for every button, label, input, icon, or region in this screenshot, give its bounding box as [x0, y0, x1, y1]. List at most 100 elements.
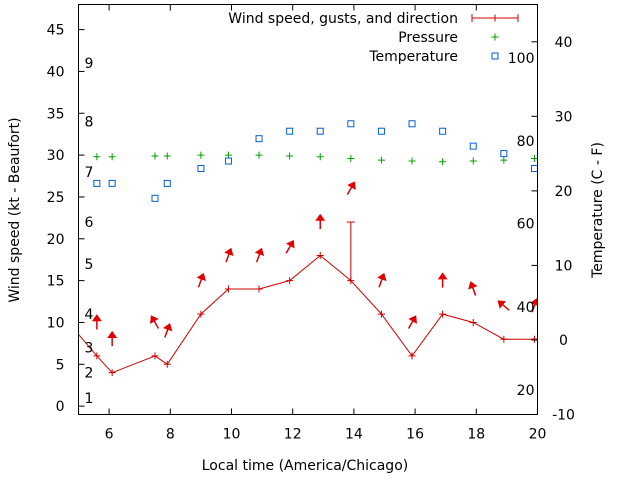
legend-label: Pressure — [398, 30, 458, 46]
y-right-tick-label: 10 — [555, 258, 573, 274]
wind-direction-arrow — [285, 239, 295, 254]
series-group — [78, 120, 538, 377]
legend-label: Temperature — [368, 49, 458, 65]
temperature-point — [163, 179, 171, 187]
pressure-point — [197, 151, 205, 159]
pressure-point — [347, 154, 355, 162]
temperature-point — [439, 127, 447, 135]
beaufort-label: 2 — [85, 366, 94, 382]
wind-speed-point — [469, 318, 477, 326]
temperature-point — [151, 194, 159, 202]
y-left-tick-label: 45 — [47, 23, 65, 39]
wind-speed-point — [163, 360, 171, 368]
pressure-point — [286, 152, 294, 160]
wind-speed-point — [151, 352, 159, 360]
arrow-head — [150, 315, 159, 324]
y-right-tick-label: 40 — [555, 35, 573, 51]
wind-direction-arrow — [150, 315, 160, 329]
wind-direction-arrow — [91, 314, 102, 330]
y-left-tick-label: 15 — [47, 274, 65, 290]
beaufort-label: 6 — [85, 215, 94, 231]
pressure-point — [316, 153, 324, 161]
pressure-point — [530, 154, 538, 162]
wind-speed-point — [93, 352, 101, 360]
x-tick-label: 12 — [284, 427, 302, 443]
beaufort-label: 8 — [85, 115, 94, 131]
arrow-head — [196, 272, 206, 282]
temperature-point — [224, 157, 232, 165]
y-right-tick-label: -10 — [552, 408, 575, 424]
y-left-tick-label: 25 — [47, 190, 65, 206]
x-tick-label: 14 — [345, 427, 363, 443]
wind-direction-arrow — [107, 330, 118, 347]
y-axis-left-label: Wind speed (kt - Beaufort) — [7, 117, 23, 302]
wind-speed-point — [224, 285, 232, 293]
pressure-point — [255, 151, 263, 159]
beaufort-label: 1 — [85, 391, 94, 407]
temperature-point — [469, 142, 477, 150]
fahrenheit-label: 40 — [517, 300, 535, 316]
x-tick-label: 10 — [223, 427, 241, 443]
wind-speed-point — [377, 310, 385, 318]
temperature-point — [316, 127, 324, 135]
wind-direction-arrow — [468, 281, 478, 296]
y-right-tick-label: 20 — [555, 184, 573, 200]
temperature-point — [500, 150, 508, 158]
y-right-tick-label: 30 — [555, 109, 573, 125]
wind-direction-arrow — [377, 272, 387, 288]
beaufort-label: 4 — [85, 307, 94, 323]
arrow-head — [254, 247, 265, 257]
pressure-point — [224, 151, 232, 159]
pressure-point — [163, 152, 171, 160]
pressure-point — [108, 153, 116, 161]
legend-pressure-marker — [491, 33, 499, 41]
wind-direction-arrow — [407, 315, 417, 329]
wind-speed-line — [78, 254, 538, 374]
pressure-point — [151, 152, 159, 160]
wind-direction-arrow — [530, 297, 538, 313]
pressure-point — [469, 157, 477, 165]
plot-frame — [78, 4, 538, 415]
arrow-head — [497, 300, 507, 309]
arrow-head — [468, 281, 478, 290]
wind-speed-point — [439, 310, 447, 318]
beaufort-label: 7 — [85, 165, 94, 181]
temperature-point — [408, 120, 416, 128]
arrow-head — [315, 213, 326, 221]
fahrenheit-label: 80 — [517, 134, 535, 150]
x-axis-label: Local time (America/Chicago) — [202, 458, 408, 474]
wind-speed-point — [286, 277, 294, 285]
wind-direction-arrow — [254, 247, 265, 263]
arrow-head — [285, 239, 295, 249]
arrow-head — [163, 323, 173, 332]
beaufort-label: 5 — [85, 257, 94, 273]
wind-speed-point — [108, 369, 116, 377]
pressure-point — [500, 156, 508, 164]
legend-temperature-marker — [491, 52, 499, 60]
arrow-head — [91, 314, 102, 322]
arrow-head — [107, 330, 118, 338]
temperature-point — [108, 179, 116, 187]
y-right-tick-label: 0 — [559, 333, 568, 349]
y-left-tick-label: 5 — [56, 357, 65, 373]
pressure-point — [408, 157, 416, 165]
y-left-tick-label: 40 — [47, 64, 65, 80]
wind-direction-arrow — [163, 323, 173, 338]
wind-speed-point — [316, 252, 324, 260]
pressure-point — [377, 156, 385, 164]
fahrenheit-label: 100 — [508, 51, 535, 67]
arrow-head — [530, 297, 538, 307]
wind-speed-point — [534, 335, 538, 343]
fahrenheit-label: 20 — [517, 383, 535, 399]
temperature-point — [197, 165, 205, 172]
arrow-head — [347, 181, 356, 190]
temperature-point — [255, 135, 263, 143]
temperature-point — [377, 127, 385, 135]
wind-direction-arrow — [224, 247, 234, 263]
x-tick-label: 6 — [105, 427, 114, 443]
pressure-point — [439, 158, 447, 166]
x-tick-label: 8 — [166, 427, 175, 443]
arrow-head — [377, 272, 387, 282]
